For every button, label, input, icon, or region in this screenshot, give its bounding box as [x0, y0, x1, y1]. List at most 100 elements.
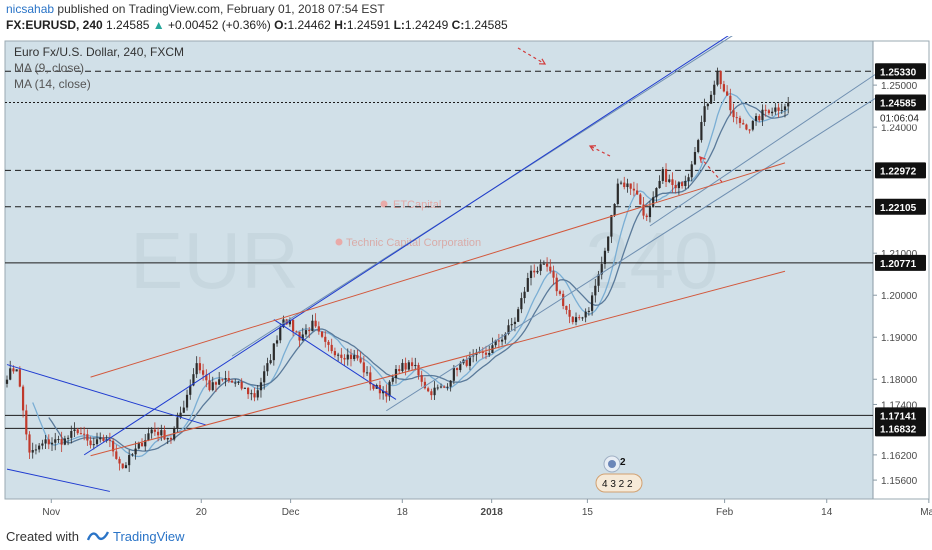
price-tag-label: 1.20771	[880, 259, 917, 270]
candle-body	[529, 270, 533, 279]
candle-body	[459, 363, 462, 371]
candle-body	[639, 194, 642, 205]
candle-body	[320, 331, 324, 337]
candle-body	[562, 293, 565, 306]
trendline-red	[90, 270, 786, 457]
candle-body	[356, 355, 359, 359]
candle-body	[160, 430, 163, 436]
candle-body	[713, 84, 716, 95]
candle-body	[317, 326, 320, 332]
candle-body	[632, 188, 635, 191]
candle-body	[73, 429, 76, 432]
candle-body	[25, 410, 28, 435]
candle-body	[102, 437, 105, 441]
candle-body	[671, 179, 674, 186]
candle-body	[79, 433, 83, 435]
candle-body	[590, 295, 594, 311]
candle-body	[382, 390, 385, 394]
candle-body	[343, 357, 346, 360]
candle-body	[706, 103, 709, 107]
event-count-top: 2	[620, 457, 626, 468]
candle-body	[758, 116, 761, 121]
candle-body	[681, 182, 684, 187]
candle-body	[147, 433, 150, 441]
candle-body	[89, 440, 92, 446]
candle-body	[520, 298, 523, 310]
candle-body	[44, 439, 47, 444]
candle-body	[295, 331, 298, 333]
candle-body	[349, 354, 353, 360]
up-arrow-icon: ▲	[152, 18, 165, 32]
price-tag-label: 1.22972	[880, 166, 917, 177]
candle-body	[121, 463, 124, 469]
candle-body	[95, 439, 99, 445]
price-tag-box	[875, 198, 926, 215]
candle-body	[401, 362, 404, 372]
candle-body	[28, 434, 31, 453]
watermark-interval: 240	[585, 216, 718, 305]
candle-body	[719, 70, 722, 85]
author-link[interactable]: nicsahab	[6, 2, 55, 16]
candle-body	[745, 124, 748, 130]
x-tick-label: Mar	[920, 507, 932, 518]
close-value: 1.24585	[464, 18, 508, 32]
price-tag-box	[875, 94, 926, 111]
candle-body	[169, 437, 173, 440]
candle-body	[513, 321, 517, 325]
x-tick-label: Nov	[42, 507, 60, 518]
candle-body	[218, 379, 221, 385]
candle-body	[677, 182, 680, 189]
candle-body	[668, 179, 671, 182]
candle-body	[777, 107, 780, 111]
candle-body	[128, 455, 131, 466]
candle-body	[124, 465, 128, 469]
candle-body	[63, 438, 66, 445]
candle-body	[427, 388, 430, 392]
candle-body	[247, 387, 250, 395]
candle-body	[211, 382, 214, 391]
candle-body	[597, 274, 600, 286]
candle-body	[240, 381, 243, 389]
candle-body	[279, 327, 282, 341]
trendline-blue	[6, 468, 110, 492]
candle-body	[674, 185, 677, 189]
candle-body	[565, 305, 568, 310]
candle-body	[263, 371, 266, 383]
trendline-grey	[649, 74, 876, 227]
candle-body	[47, 439, 50, 445]
candle-body	[761, 109, 764, 121]
price-chart[interactable]: EUR 240 ETCapital Technic Capital Corporati…	[0, 36, 932, 524]
candle-body	[214, 382, 218, 385]
candle-body	[754, 116, 758, 121]
candle-body	[202, 370, 205, 375]
tradingview-brand[interactable]: TradingView	[112, 528, 185, 544]
candle-body	[292, 320, 295, 332]
candle-body	[767, 110, 771, 114]
candle-body	[629, 183, 632, 189]
candle-body	[716, 70, 719, 85]
candle-body	[224, 378, 227, 380]
candle-body	[266, 363, 269, 372]
last-price: 1.24585	[106, 18, 150, 32]
candle-body	[555, 277, 558, 292]
candle-body	[259, 382, 263, 391]
candle-body	[787, 102, 790, 107]
price-tag-label: 1.17141	[880, 411, 917, 422]
candle-body	[578, 317, 581, 319]
candle-body	[594, 285, 597, 296]
candle-body	[275, 340, 279, 344]
candle-body	[735, 117, 738, 119]
candle-body	[542, 263, 545, 265]
candle-body	[301, 334, 304, 341]
x-tick-label: 18	[397, 507, 409, 518]
x-tick-label: Feb	[716, 507, 734, 518]
legend-ma14: MA (14, close)	[14, 77, 91, 91]
candle-body	[742, 123, 745, 125]
candle-body	[362, 362, 365, 373]
candle-body	[86, 434, 89, 441]
candle-body	[285, 319, 288, 325]
low-label: L:	[393, 18, 405, 32]
candle-body	[394, 369, 398, 378]
overlay-etcapital: ETCapital	[393, 199, 441, 211]
candle-body	[732, 110, 735, 118]
